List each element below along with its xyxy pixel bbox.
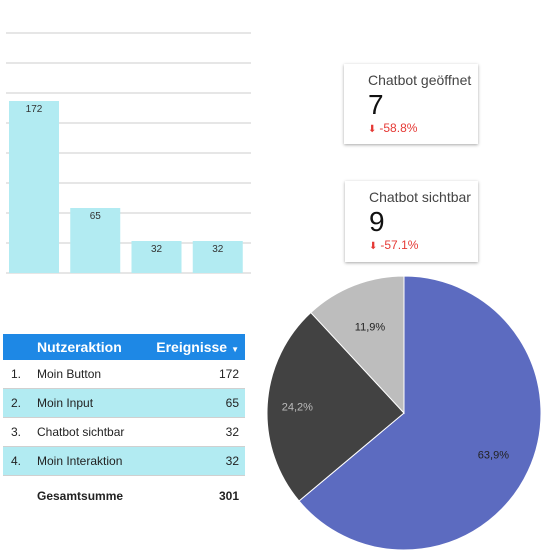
bar-data-label: 65 bbox=[90, 211, 102, 222]
table-row: 4. Moin Interaktion 32 bbox=[3, 446, 245, 476]
kpi-title: Chatbot geöffnet bbox=[368, 72, 472, 88]
kpi-value: 7 bbox=[368, 89, 384, 120]
pie-slice-label: 11,9% bbox=[355, 321, 386, 333]
pie-slice bbox=[266, 311, 405, 502]
kpi-delta-value: -57.1% bbox=[380, 238, 419, 252]
bar bbox=[131, 241, 182, 273]
row-name: Chatbot sichtbar bbox=[31, 417, 141, 447]
kpi-delta: ⬇ -57.1% bbox=[369, 238, 478, 252]
pie-slice-label: 24,2% bbox=[282, 401, 313, 413]
arrow-down-icon: ⬇ bbox=[369, 241, 378, 252]
bar bbox=[70, 208, 121, 273]
table-header-index bbox=[3, 334, 31, 360]
kpi-delta-value: -58.8% bbox=[379, 121, 418, 135]
bar-data-label: 32 bbox=[151, 244, 163, 255]
table-header-row: Nutzeraktion Ereignisse ▼ bbox=[3, 334, 245, 360]
table-row: 1. Moin Button 172 bbox=[3, 360, 245, 389]
pie-slice-label: 63,9% bbox=[478, 450, 509, 462]
table-total-row: Gesamtsumme 301 bbox=[3, 476, 245, 517]
kpi-delta: ⬇ -58.8% bbox=[368, 121, 478, 135]
row-index: 1. bbox=[3, 360, 31, 389]
kpi-card-chatbot-visible: Chatbot sichtbar 9 ⬇ -57.1% bbox=[345, 181, 478, 262]
kpi-value: 9 bbox=[369, 206, 385, 237]
bar bbox=[192, 241, 243, 273]
bar-chart: 172 65 32 32 bbox=[6, 32, 251, 274]
row-name: Moin Input bbox=[31, 388, 141, 418]
kpi-title: Chatbot sichtbar bbox=[369, 189, 471, 205]
total-value: 301 bbox=[218, 489, 239, 503]
pie-slice bbox=[298, 275, 542, 551]
bar bbox=[9, 101, 59, 273]
row-index: 3. bbox=[3, 417, 31, 447]
table-row: 2. Moin Input 65 bbox=[3, 388, 245, 418]
row-value: 172 bbox=[140, 360, 245, 389]
sort-descending-icon: ▼ bbox=[231, 345, 239, 354]
bar-data-label: 172 bbox=[26, 104, 43, 115]
row-index: 4. bbox=[3, 446, 31, 476]
table-header-dimension[interactable]: Nutzeraktion bbox=[31, 334, 141, 360]
row-value: 32 bbox=[140, 446, 245, 476]
arrow-down-icon: ⬇ bbox=[368, 124, 377, 135]
table-header-metric-label: Ereignisse bbox=[156, 339, 228, 355]
bar-data-label: 32 bbox=[212, 244, 224, 255]
table-row: 3. Chatbot sichtbar 32 bbox=[3, 417, 245, 447]
row-name: Moin Button bbox=[31, 360, 141, 389]
events-table: Nutzeraktion Ereignisse ▼ 1. Moin Button … bbox=[3, 334, 245, 516]
row-value: 32 bbox=[140, 417, 245, 447]
row-value: 65 bbox=[140, 388, 245, 418]
pie-slice bbox=[310, 275, 405, 415]
row-name: Moin Interaktion bbox=[31, 446, 141, 476]
total-label: Gesamtsumme bbox=[37, 489, 124, 503]
kpi-card-chatbot-opened: Chatbot geöffnet 7 ⬇ -58.8% bbox=[344, 64, 478, 144]
table-header-metric[interactable]: Ereignisse ▼ bbox=[140, 334, 245, 360]
total-spacer bbox=[3, 476, 31, 517]
row-index: 2. bbox=[3, 388, 31, 418]
pie-chart: 63,9% 24,2% 11,9% bbox=[266, 275, 542, 551]
